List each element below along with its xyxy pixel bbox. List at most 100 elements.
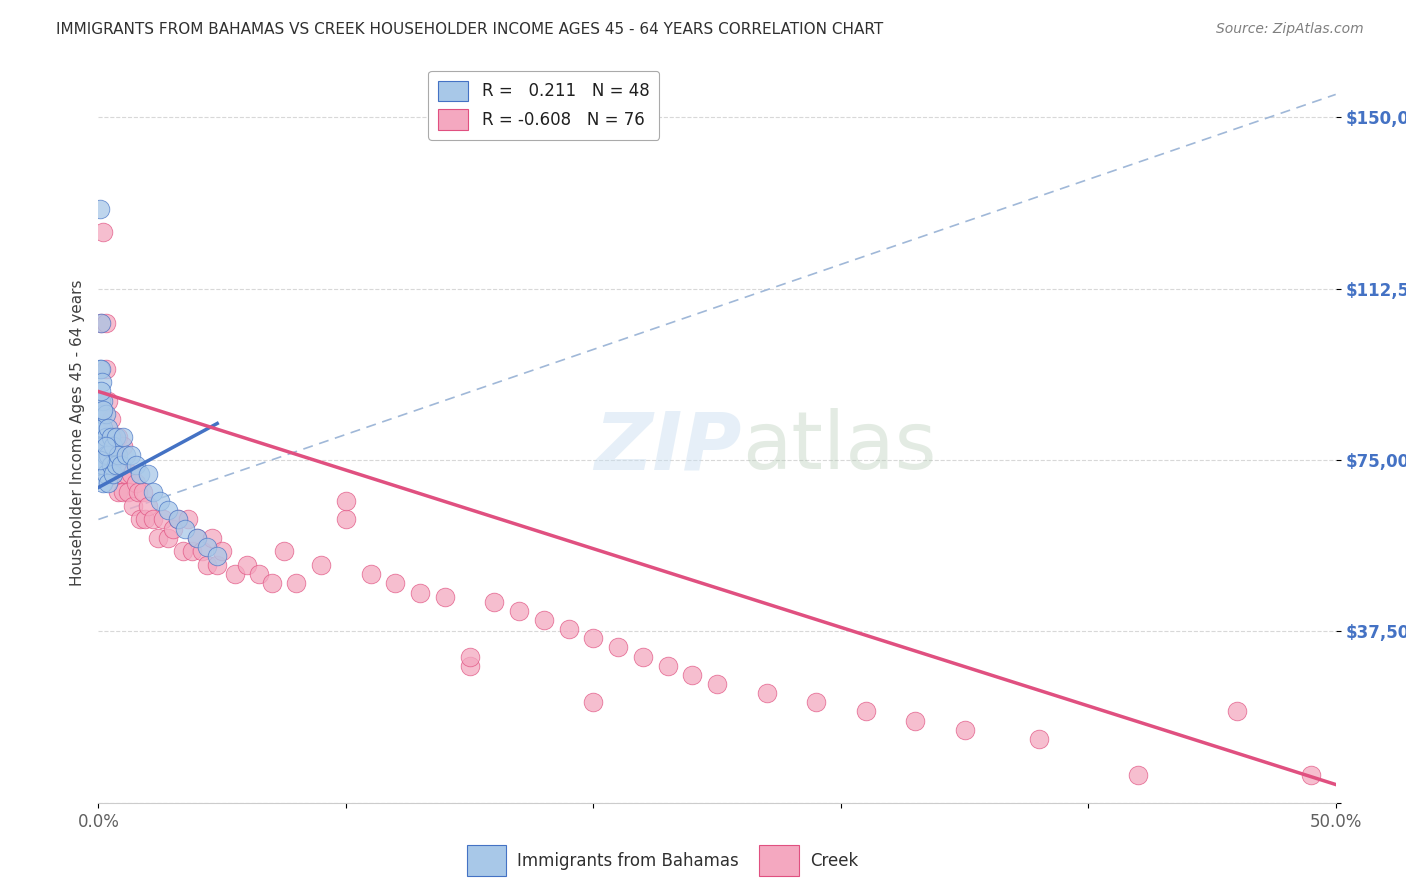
Point bbox=[129, 512, 152, 526]
Point bbox=[94, 408, 117, 422]
Point bbox=[384, 576, 406, 591]
Point bbox=[1226, 705, 1249, 719]
Point bbox=[90, 393, 112, 408]
Point bbox=[162, 522, 184, 536]
Point bbox=[142, 512, 165, 526]
Point bbox=[1126, 768, 1149, 782]
Point bbox=[142, 485, 165, 500]
Point bbox=[103, 430, 125, 444]
Point bbox=[186, 531, 208, 545]
Point bbox=[904, 714, 927, 728]
Legend: R =   0.211   N = 48, R = -0.608   N = 76: R = 0.211 N = 48, R = -0.608 N = 76 bbox=[429, 70, 659, 140]
Point bbox=[309, 558, 332, 573]
Text: atlas: atlas bbox=[742, 409, 936, 486]
Point bbox=[114, 467, 136, 481]
Point bbox=[112, 485, 135, 500]
Point bbox=[953, 723, 976, 737]
Point bbox=[100, 449, 122, 463]
Point bbox=[93, 225, 115, 239]
Point bbox=[112, 430, 135, 444]
Point bbox=[191, 544, 214, 558]
Point bbox=[90, 316, 112, 330]
Point bbox=[285, 576, 308, 591]
Y-axis label: Householder Income Ages 45 - 64 years: Householder Income Ages 45 - 64 years bbox=[69, 279, 84, 586]
Point bbox=[129, 467, 152, 481]
Point bbox=[236, 558, 259, 573]
Point bbox=[433, 590, 456, 604]
Point bbox=[97, 421, 120, 435]
Point bbox=[94, 361, 117, 376]
Point bbox=[94, 449, 117, 463]
FancyBboxPatch shape bbox=[467, 846, 506, 876]
Point bbox=[176, 512, 198, 526]
Point bbox=[166, 512, 188, 526]
Point bbox=[201, 531, 224, 545]
Point bbox=[93, 475, 115, 490]
Point bbox=[91, 376, 114, 390]
Point bbox=[195, 540, 218, 554]
Point bbox=[107, 485, 129, 500]
FancyBboxPatch shape bbox=[759, 846, 799, 876]
Point bbox=[103, 439, 125, 453]
Point bbox=[124, 458, 146, 472]
Point bbox=[120, 449, 142, 463]
Point bbox=[172, 544, 194, 558]
Point bbox=[195, 558, 218, 573]
Point bbox=[855, 705, 877, 719]
Point bbox=[186, 531, 208, 545]
Point bbox=[755, 686, 778, 700]
Point bbox=[124, 475, 146, 490]
Point bbox=[156, 503, 179, 517]
Point bbox=[136, 499, 159, 513]
Text: Creek: Creek bbox=[810, 852, 858, 870]
Point bbox=[97, 449, 120, 463]
Point bbox=[533, 613, 555, 627]
Point bbox=[89, 202, 111, 216]
Point bbox=[97, 475, 120, 490]
Point bbox=[149, 494, 172, 508]
Point bbox=[273, 544, 295, 558]
Point bbox=[152, 512, 174, 526]
Point bbox=[120, 467, 142, 481]
Point bbox=[582, 695, 605, 709]
Point bbox=[94, 467, 117, 481]
Point bbox=[557, 622, 579, 636]
Text: ZIP: ZIP bbox=[595, 409, 742, 486]
Point bbox=[335, 512, 357, 526]
Point bbox=[93, 421, 115, 435]
Point bbox=[458, 658, 481, 673]
Point bbox=[458, 649, 481, 664]
Point bbox=[100, 430, 122, 444]
Point bbox=[1299, 768, 1322, 782]
Point bbox=[146, 531, 169, 545]
Point bbox=[104, 449, 127, 463]
Point bbox=[181, 544, 204, 558]
Point bbox=[156, 531, 179, 545]
Point bbox=[136, 467, 159, 481]
Point bbox=[804, 695, 827, 709]
Point bbox=[103, 467, 125, 481]
Point bbox=[107, 430, 129, 444]
Point bbox=[360, 567, 382, 582]
Point bbox=[94, 316, 117, 330]
Point bbox=[134, 512, 156, 526]
Point bbox=[247, 567, 270, 582]
Point bbox=[93, 402, 115, 417]
Point bbox=[166, 512, 188, 526]
Point bbox=[90, 316, 112, 330]
Point bbox=[100, 412, 122, 426]
Text: IMMIGRANTS FROM BAHAMAS VS CREEK HOUSEHOLDER INCOME AGES 45 - 64 YEARS CORRELATI: IMMIGRANTS FROM BAHAMAS VS CREEK HOUSEHO… bbox=[56, 22, 883, 37]
Point bbox=[174, 522, 197, 536]
Point bbox=[90, 361, 112, 376]
Point bbox=[93, 393, 115, 408]
Point bbox=[104, 430, 127, 444]
Point bbox=[607, 640, 630, 655]
Text: Immigrants from Bahamas: Immigrants from Bahamas bbox=[517, 852, 740, 870]
Point bbox=[706, 677, 728, 691]
Point bbox=[104, 458, 127, 472]
Point bbox=[224, 567, 246, 582]
Point bbox=[484, 595, 506, 609]
Point bbox=[117, 485, 139, 500]
Point bbox=[657, 658, 679, 673]
Point bbox=[110, 467, 132, 481]
